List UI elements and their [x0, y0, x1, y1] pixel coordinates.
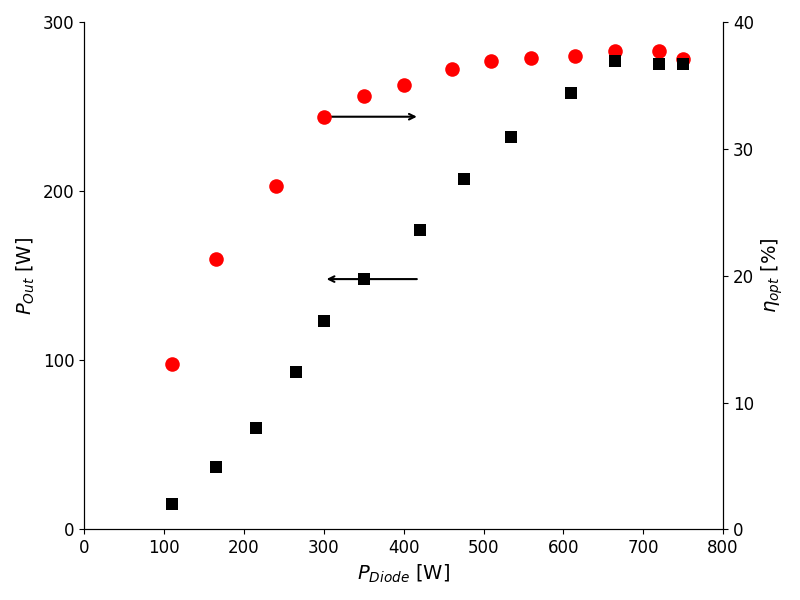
Point — [485, 56, 498, 66]
Point — [358, 274, 370, 284]
Point — [569, 51, 582, 61]
Point — [358, 92, 370, 101]
Point — [166, 499, 178, 509]
X-axis label: $P_{Diode}$ [W]: $P_{Diode}$ [W] — [357, 563, 450, 585]
Point — [414, 225, 426, 235]
Y-axis label: $P_{Out}$ [W]: $P_{Out}$ [W] — [15, 237, 38, 315]
Point — [525, 53, 538, 62]
Point — [653, 46, 666, 56]
Point — [398, 80, 410, 89]
Point — [210, 254, 222, 263]
Point — [318, 112, 330, 122]
Point — [445, 65, 458, 74]
Point — [677, 55, 690, 64]
Point — [318, 317, 330, 326]
Point — [609, 46, 622, 56]
Point — [457, 175, 470, 184]
Point — [677, 59, 690, 69]
Point — [653, 59, 666, 69]
Y-axis label: $\eta_{opt}$ [%]: $\eta_{opt}$ [%] — [759, 238, 785, 313]
Point — [250, 423, 262, 433]
Point — [210, 462, 222, 472]
Point — [609, 56, 622, 66]
Point — [505, 132, 518, 142]
Point — [565, 88, 578, 98]
Point — [166, 359, 178, 368]
Point — [270, 181, 282, 191]
Point — [290, 367, 302, 377]
